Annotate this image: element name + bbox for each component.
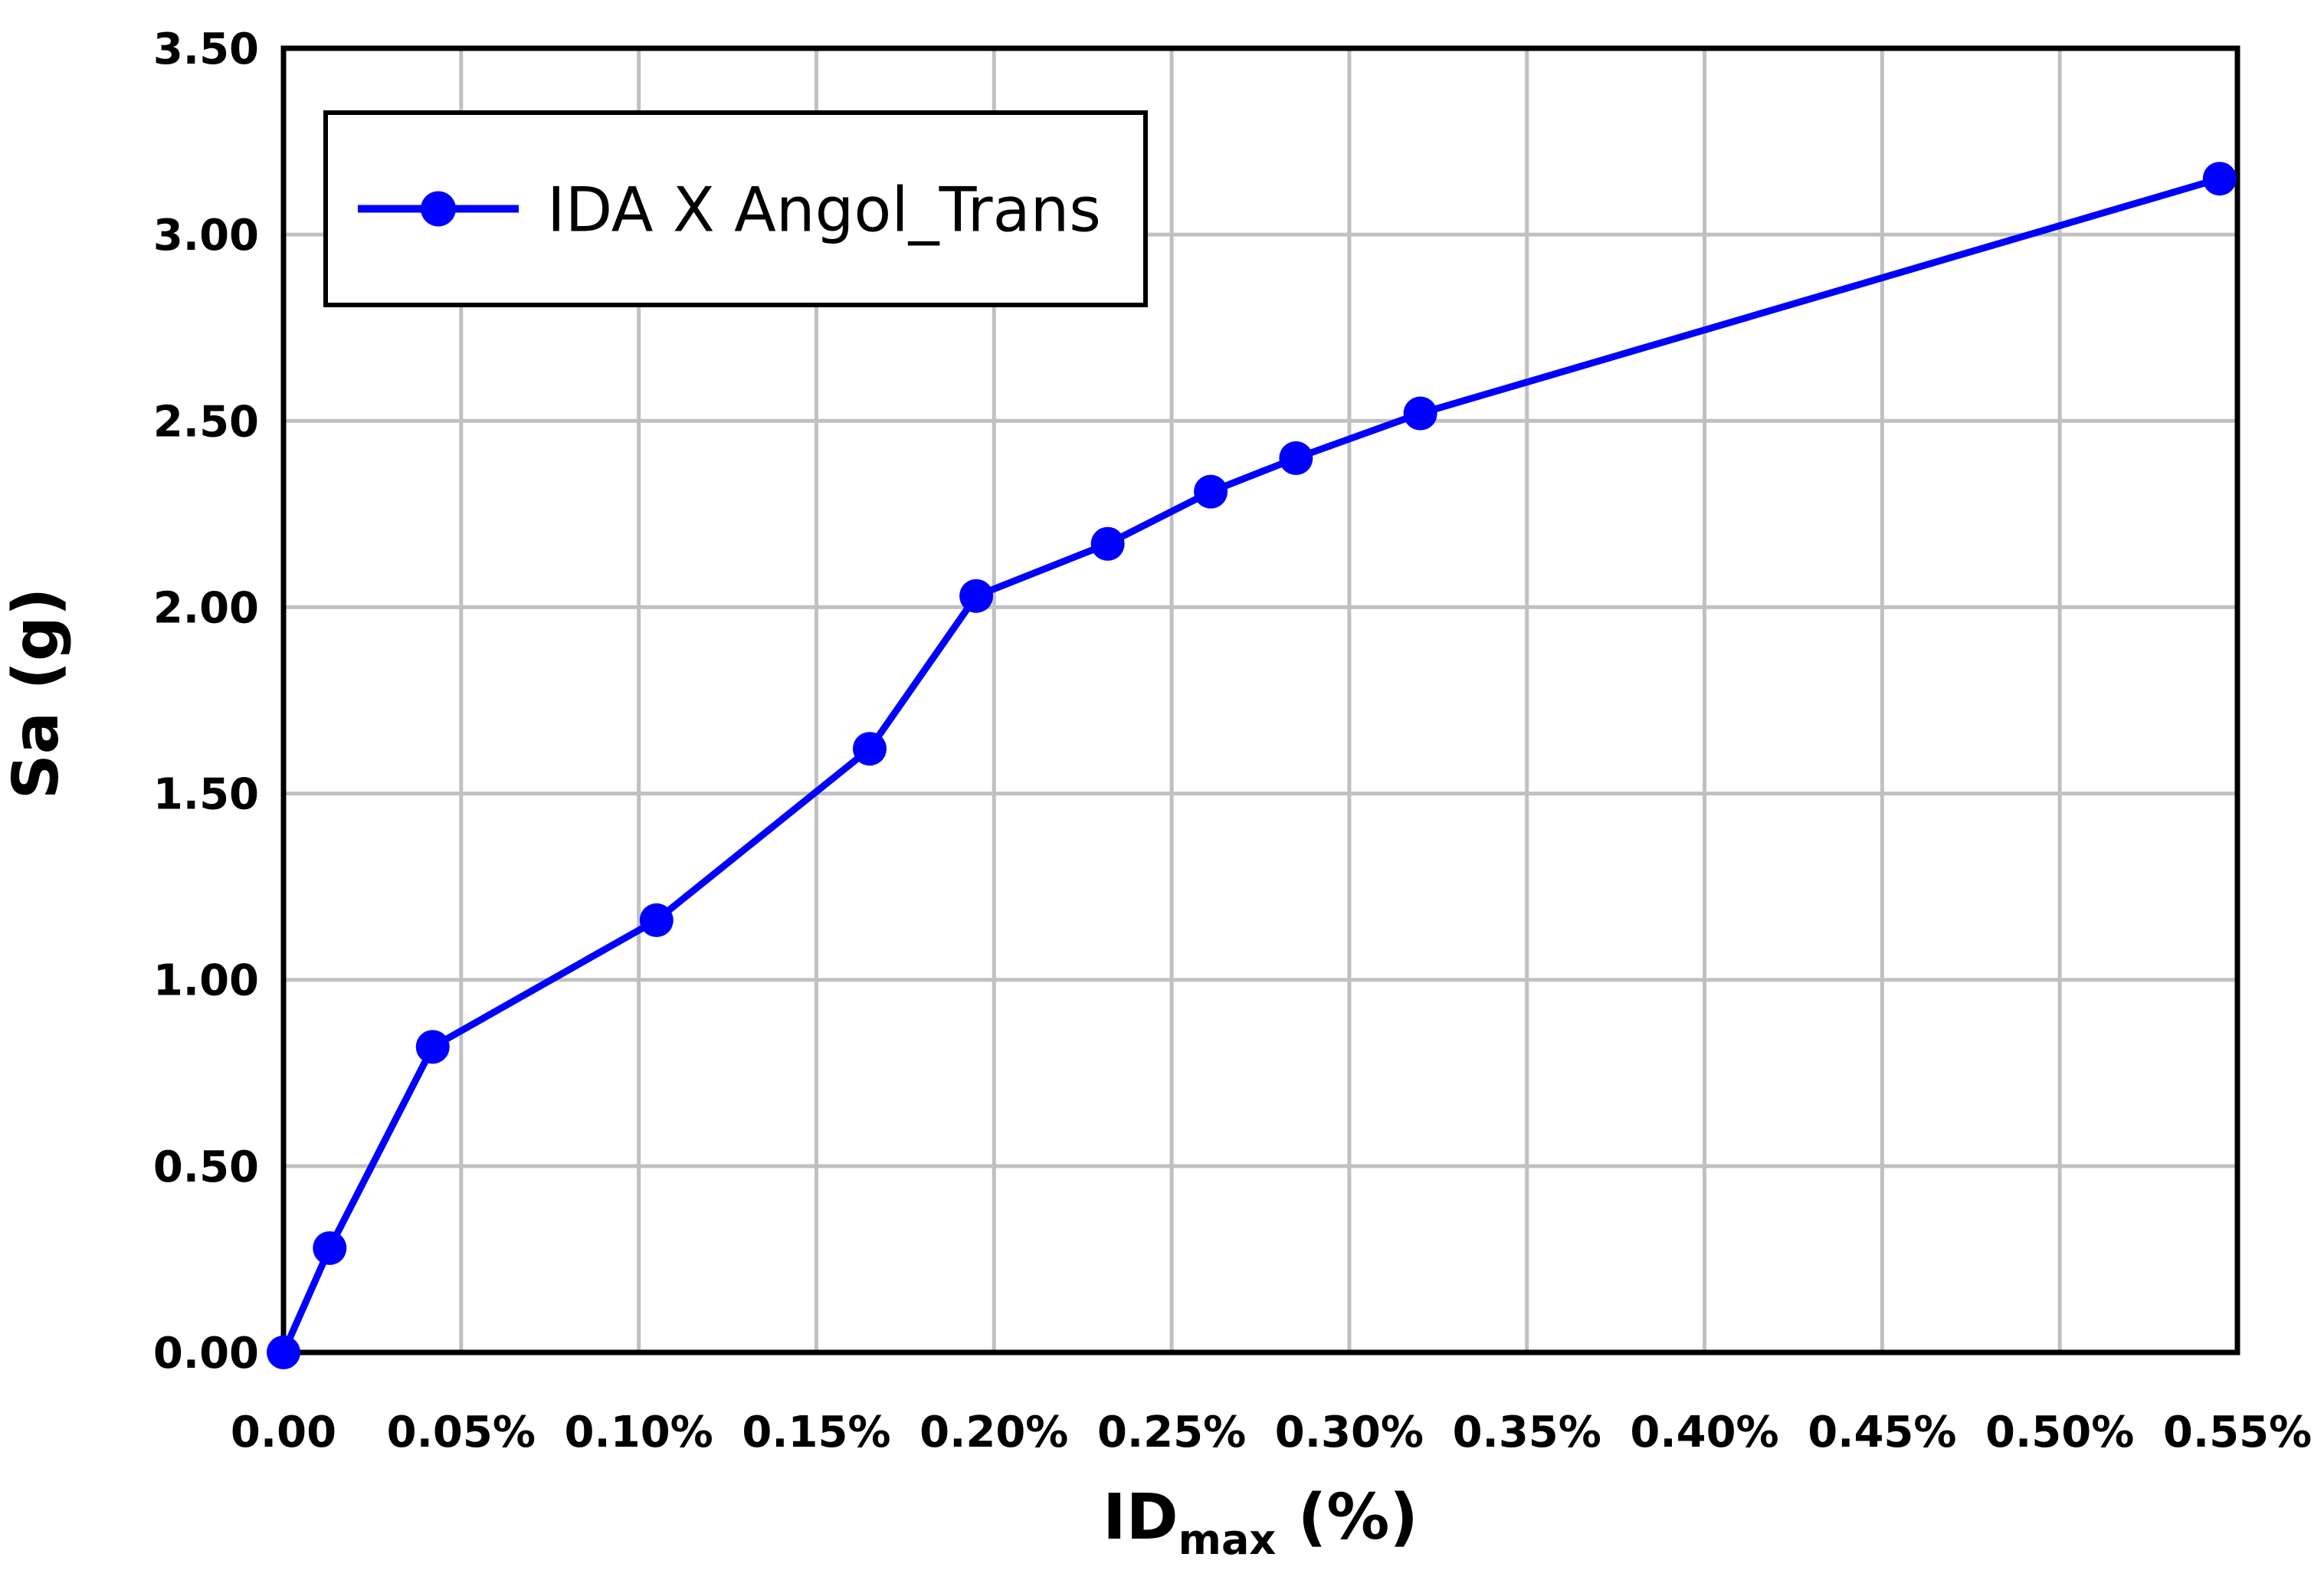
series-line — [280, 175, 2221, 1354]
legend: IDA X Angol_Trans — [323, 110, 1148, 307]
x-tick-label: 0.25% — [1097, 1408, 1246, 1457]
data-point-marker — [1194, 474, 1228, 509]
y-axis-tick-labels: 0.00 0.50 1.00 1.50 2.00 2.50 3.00 3.50 — [153, 25, 259, 1378]
data-point-marker — [415, 1030, 450, 1064]
x-tick-label: 0.35% — [1453, 1408, 1601, 1457]
y-tick-label: 0.00 — [153, 1329, 259, 1378]
data-point-marker — [1403, 396, 1437, 431]
y-tick-label: 0.50 — [153, 1142, 259, 1192]
data-point-marker — [1279, 441, 1313, 475]
x-tick-label: 0.20% — [919, 1408, 1068, 1457]
y-tick-label: 3.00 — [153, 211, 259, 261]
y-tick-label: 1.50 — [153, 770, 259, 820]
data-series — [267, 162, 2237, 1369]
plot-frame — [280, 45, 2240, 1355]
x-tick-label: 0.30% — [1275, 1408, 1424, 1457]
data-point-marker — [853, 732, 887, 766]
y-axis-title: Sa (g) — [0, 588, 73, 800]
data-point-marker — [2202, 162, 2237, 196]
x-tick-label: 0.45% — [1808, 1408, 1956, 1457]
x-axis-tick-labels: 0.00 0.05% 0.10% 0.15% 0.20% 0.25% 0.30% 0.35% 0… — [231, 1408, 2312, 1457]
x-tick-label: 0.50% — [1985, 1408, 2134, 1457]
gridlines — [284, 48, 2237, 1352]
x-tick-label: 0.55% — [2163, 1408, 2312, 1457]
x-tick-label: 0.15% — [742, 1408, 890, 1457]
x-tick-label: 0.05% — [387, 1408, 536, 1457]
x-tick-label: 0.10% — [564, 1408, 713, 1457]
x-axis-title: IDmax (%) — [1103, 1481, 1418, 1564]
data-point-marker — [267, 1336, 300, 1369]
data-point-marker — [1090, 526, 1125, 561]
y-tick-label: 2.00 — [153, 583, 259, 633]
data-point-marker — [639, 903, 674, 937]
x-tick-label: 0.40% — [1630, 1408, 1778, 1457]
y-tick-label: 3.50 — [153, 25, 259, 74]
x-tick-label: 0.00 — [231, 1408, 336, 1457]
legend-marker-icon — [421, 191, 456, 227]
y-tick-label: 1.00 — [153, 956, 259, 1006]
data-point-marker — [313, 1231, 347, 1265]
legend-label: IDA X Angol_Trans — [547, 175, 1101, 246]
y-tick-label: 2.50 — [153, 397, 259, 447]
data-point-marker — [959, 579, 994, 613]
